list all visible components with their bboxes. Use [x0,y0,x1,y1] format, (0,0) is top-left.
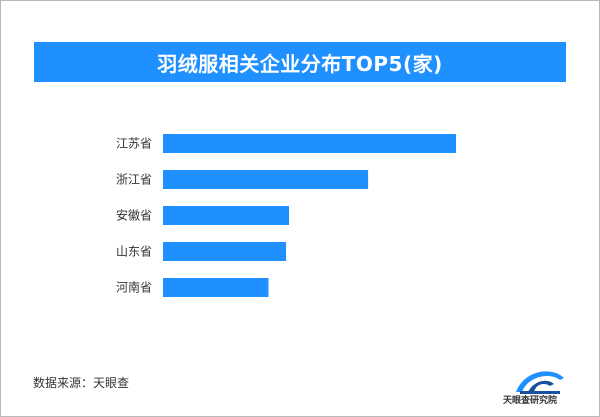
bar-2 [163,170,369,189]
category-label-2: 浙江省 [116,173,152,187]
data-source-note: 数据来源：天眼查 [33,376,130,390]
bar-5 [163,278,269,297]
category-label-3: 安徽省 [116,208,152,223]
category-label-5: 河南省 [116,280,152,295]
tianyancha-logo-icon [516,371,564,394]
chart-title: 羽绒服相关企业分布TOP5(家) [34,42,566,82]
bar-4 [163,242,287,261]
bar-1 [163,134,456,153]
category-label-1: 江苏省 [116,137,152,151]
category-label-4: 山东省 [116,245,152,259]
bar-3 [163,206,289,225]
logo-text: 天眼查研究院 [503,396,558,406]
